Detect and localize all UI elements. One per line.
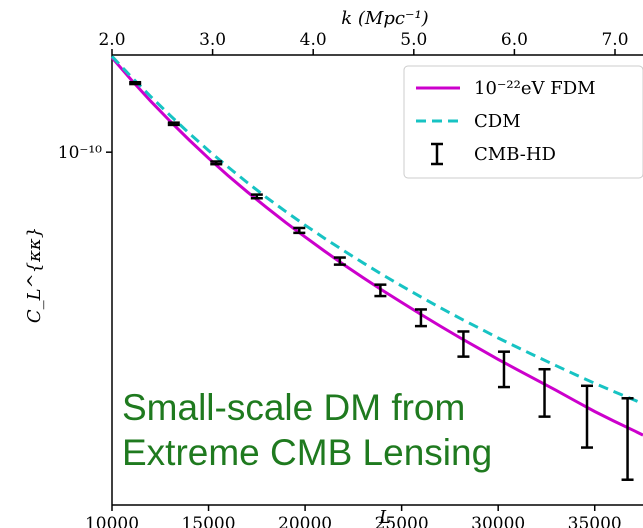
errorbar — [250, 193, 263, 200]
y-axis-title: C_L^{κκ} — [24, 227, 45, 323]
errorbar — [538, 367, 551, 418]
top-x-axis-title: k (Mpc⁻¹) — [341, 8, 428, 29]
errorbar — [414, 308, 427, 328]
y-tick-label: 10⁻¹⁰ — [58, 143, 102, 163]
errorbar — [581, 384, 594, 449]
errorbar — [497, 350, 510, 389]
errorbar — [374, 283, 387, 298]
legend-label: 10⁻²²eV FDM — [474, 78, 596, 99]
legend-box — [403, 65, 643, 179]
errorbar — [210, 160, 223, 166]
top-tick-label: 2.0 — [98, 30, 125, 50]
series-line-fdm — [110, 56, 643, 437]
annotation-line: Small-scale DM from — [122, 387, 465, 428]
x-tick-label: 25000 — [375, 514, 429, 528]
legend-label: CMB-HD — [474, 144, 556, 165]
errorbar — [293, 226, 306, 235]
top-tick-label: 3.0 — [199, 30, 226, 50]
legend: 10⁻²²eV FDM CDM CMB-HD — [403, 65, 643, 179]
annotation-line: Extreme CMB Lensing — [122, 432, 492, 473]
axis-ticks: 10000 15000 20000 25000 30000 35000 2.0 3.0 4.0 5… — [58, 30, 629, 528]
errorbar — [129, 80, 142, 86]
top-tick-label: 7.0 — [601, 30, 628, 50]
series-line-cdm — [110, 55, 643, 406]
plot-area — [111, 54, 643, 506]
x-axis-title: L — [378, 507, 391, 528]
x-tick-label: 20000 — [278, 514, 332, 528]
axis-labels: k (Mpc⁻¹) L C_L^{κκ} — [24, 8, 429, 528]
top-tick-label: 4.0 — [300, 30, 327, 50]
top-tick-label: 6.0 — [501, 30, 528, 50]
top-tick-label: 5.0 — [400, 30, 427, 50]
x-tick-label: 35000 — [568, 514, 622, 528]
legend-label: CDM — [474, 111, 521, 132]
series-lines — [110, 55, 643, 437]
x-tick-label: 30000 — [471, 514, 525, 528]
errorbar — [621, 397, 634, 481]
errorbar-series — [129, 80, 634, 481]
x-tick-label: 10000 — [85, 514, 139, 528]
errorbar — [167, 121, 180, 127]
errorbar — [333, 256, 346, 266]
errorbar — [457, 330, 470, 358]
x-tick-label: 15000 — [181, 514, 235, 528]
